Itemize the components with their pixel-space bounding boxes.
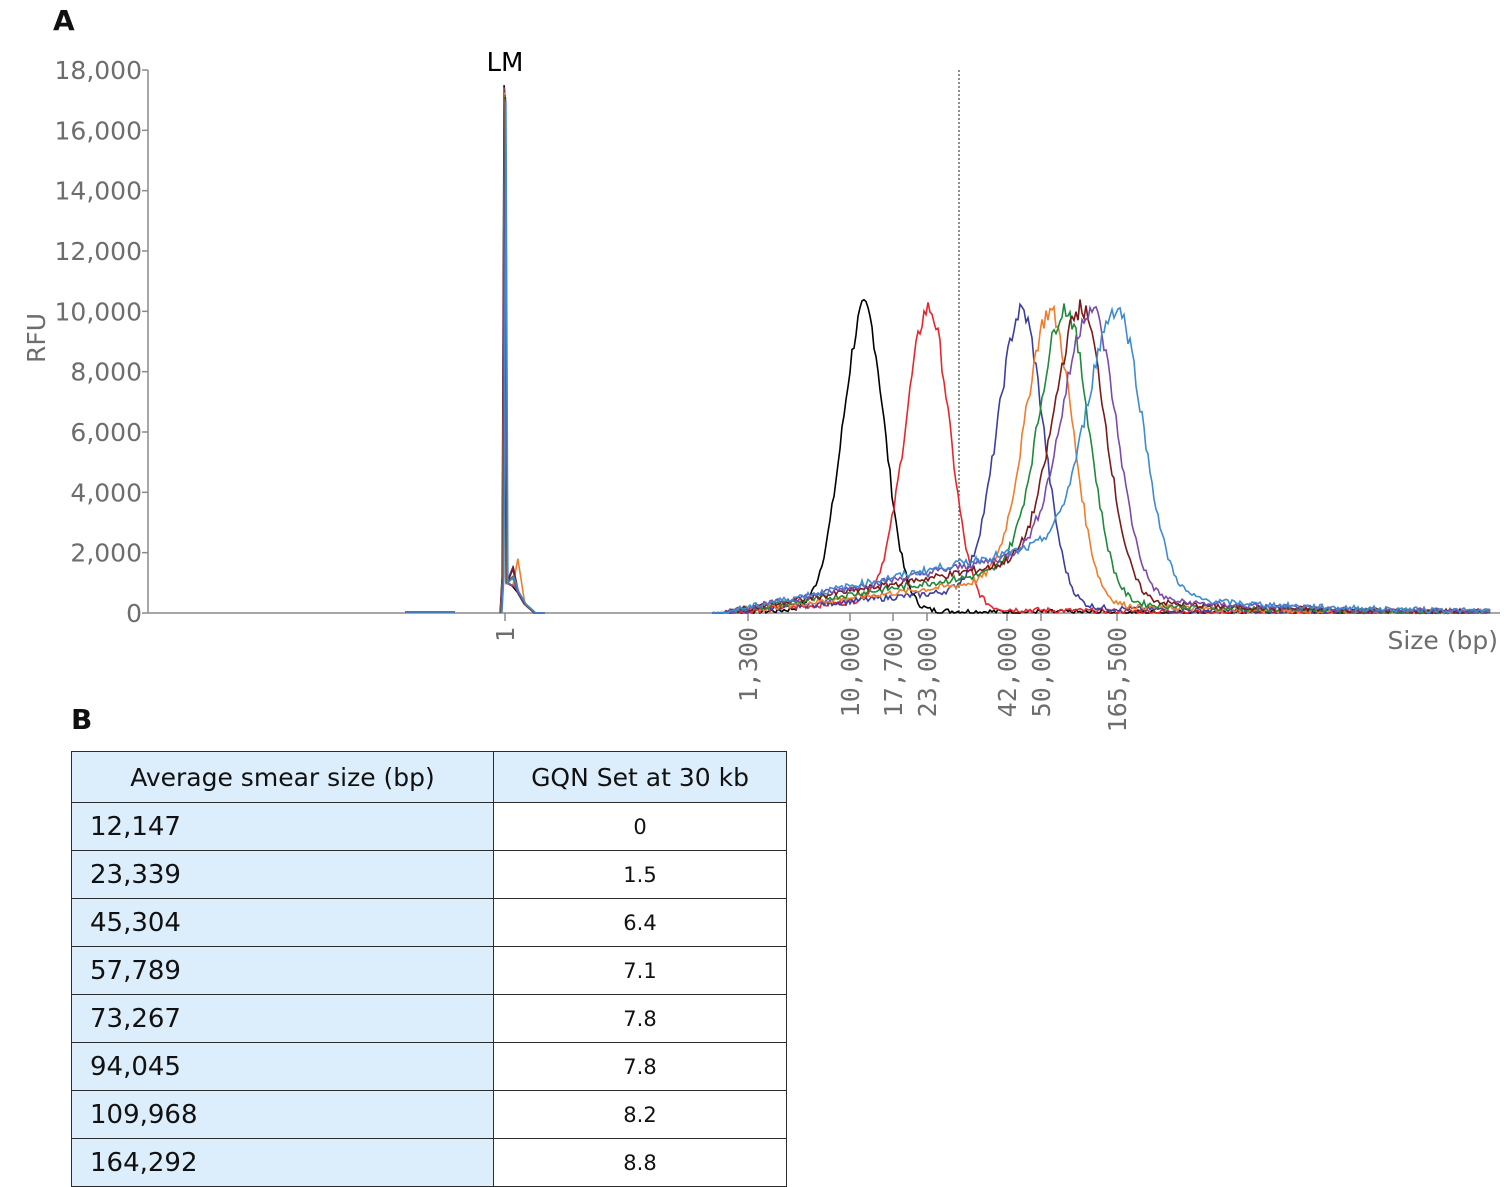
average-smear-size-cell: 45,304	[71, 898, 494, 947]
x-axis-label: Size (bp)	[1387, 626, 1498, 655]
gqn-table: Average smear size (bp) GQN Set at 30 kb…	[71, 751, 787, 1187]
axes	[142, 69, 1500, 621]
lower-marker-peak	[405, 87, 545, 614]
y-axis-label: RFU	[22, 313, 51, 363]
table-row: 23,339 1.5	[71, 850, 787, 899]
lower-marker-annotation: LM	[487, 48, 524, 78]
gqn-value-cell: 8.2	[493, 1090, 787, 1139]
table-row: 164,292 8.8	[71, 1138, 787, 1187]
gqn-value-cell: 8.8	[493, 1138, 787, 1187]
table-header-row: Average smear size (bp) GQN Set at 30 kb	[71, 751, 787, 803]
smear-trace	[711, 302, 1491, 615]
x-tick-label: 17,700	[879, 627, 908, 717]
series-traces	[405, 85, 1491, 616]
y-tick-label: 0	[126, 599, 142, 628]
average-smear-size-cell: 12,147	[71, 802, 494, 851]
smear-trace	[711, 304, 1490, 615]
y-tick-label: 8,000	[70, 358, 142, 387]
x-tick-label: 42,000	[993, 627, 1022, 717]
smear-trace	[712, 299, 1491, 615]
x-tick-label: 50,000	[1027, 627, 1056, 717]
lower-marker-peak	[405, 99, 545, 614]
gqn-value-cell: 0	[493, 802, 787, 851]
gqn-value-cell: 7.1	[493, 946, 787, 995]
table-row: 109,968 8.2	[71, 1090, 787, 1139]
smear-trace	[711, 304, 1491, 615]
chart-labels: 0 2,000 4,000 6,000 8,000 10,000 12,000 14,000 1…	[22, 48, 1498, 732]
table-row: 45,304 6.4	[71, 898, 787, 947]
gqn-value-cell: 6.4	[493, 898, 787, 947]
smear-trace	[711, 302, 1491, 615]
average-smear-size-cell: 73,267	[71, 994, 494, 1043]
average-smear-size-cell: 109,968	[71, 1090, 494, 1139]
x-tick-label: 23,000	[913, 627, 942, 717]
gqn-value-cell: 1.5	[493, 850, 787, 899]
lower-marker-peak	[405, 97, 545, 614]
average-smear-size-cell: 94,045	[71, 1042, 494, 1091]
average-smear-size-cell: 164,292	[71, 1138, 494, 1187]
lower-marker-peak	[405, 85, 545, 614]
y-tick-label: 16,000	[55, 116, 142, 145]
y-tick-label: 2,000	[70, 539, 142, 568]
lower-marker-peak	[405, 89, 545, 614]
y-tick-label: 4,000	[70, 478, 142, 507]
table-row: 73,267 7.8	[71, 994, 787, 1043]
x-tick-label: 1,300	[734, 627, 763, 702]
table-row: 57,789 7.1	[71, 946, 787, 995]
panel-label-a: A	[53, 4, 75, 37]
smear-trace	[712, 306, 1491, 615]
y-tick-label: 14,000	[55, 177, 142, 206]
x-tick-label: 165,500	[1103, 627, 1132, 732]
y-tick-label: 12,000	[55, 237, 142, 266]
table-row: 94,045 7.8	[71, 1042, 787, 1091]
table-row: 12,147 0	[71, 802, 787, 851]
lower-marker-peak	[405, 94, 545, 614]
smear-trace	[712, 303, 1491, 616]
header-average-smear-size: Average smear size (bp)	[71, 751, 494, 803]
average-smear-size-cell: 57,789	[71, 946, 494, 995]
x-tick-label: 10,000	[836, 627, 865, 717]
lower-marker-peak	[405, 92, 545, 614]
electropherogram-chart: 0 2,000 4,000 6,000 8,000 10,000 12,000 14,000 1…	[22, 48, 1500, 732]
panel-label-b: B	[71, 703, 93, 736]
gqn-value-cell: 7.8	[493, 994, 787, 1043]
gqn-value-cell: 7.8	[493, 1042, 787, 1091]
y-tick-label: 18,000	[55, 56, 142, 85]
average-smear-size-cell: 23,339	[71, 850, 494, 899]
x-tick-label: 1	[491, 627, 520, 642]
header-gqn: GQN Set at 30 kb	[493, 751, 787, 803]
lower-marker-peak	[405, 101, 545, 614]
y-tick-label: 10,000	[55, 297, 142, 326]
y-tick-label: 6,000	[70, 418, 142, 447]
